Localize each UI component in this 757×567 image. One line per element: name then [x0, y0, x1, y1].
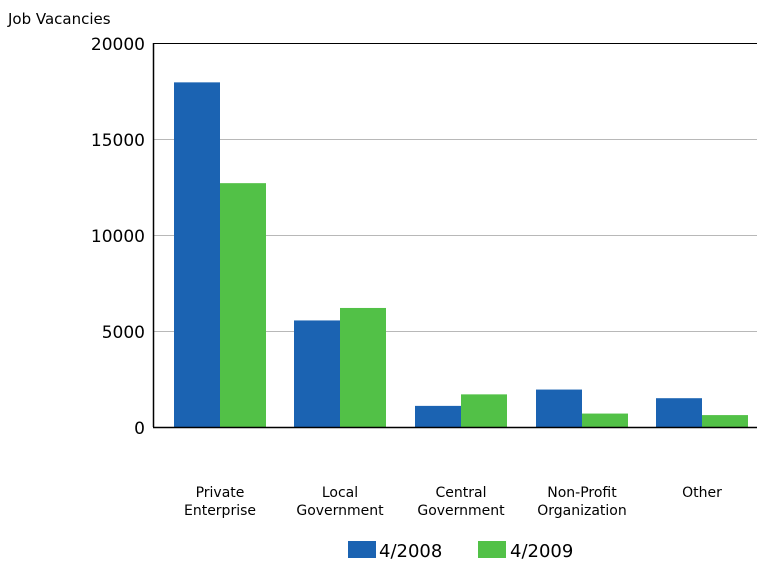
bar [294, 320, 340, 427]
y-tick-label: 10000 [91, 227, 145, 247]
bar [461, 394, 507, 427]
bar [174, 82, 220, 428]
bar [702, 415, 748, 427]
bar [220, 183, 266, 427]
bar [656, 398, 702, 427]
x-tick-label: Private [196, 485, 245, 501]
bar [582, 413, 628, 427]
legend-label: 4/2008 [379, 541, 442, 562]
legend-label: 4/2009 [510, 541, 573, 562]
y-axis-label: Job Vacancies [7, 10, 111, 28]
legend-swatch [478, 541, 506, 558]
x-tick-label: Enterprise [184, 503, 256, 519]
legend-swatch [348, 541, 376, 558]
bar [340, 307, 386, 427]
legend: 4/2008 4/2009 [348, 541, 573, 562]
y-tick-label: 5000 [102, 323, 145, 343]
x-tick-label: Government [296, 503, 384, 519]
x-tick-label: Local [322, 485, 358, 501]
y-tick-label: 20000 [91, 35, 145, 55]
y-tick-label: 15000 [91, 131, 145, 151]
axes [152, 43, 757, 429]
x-axis-tick-labels: Private Enterprise Local Government Central G… [184, 485, 722, 519]
bars [174, 82, 748, 428]
y-axis-ticks: 0 5000 10000 15000 20000 [91, 35, 145, 439]
bar [415, 405, 461, 427]
x-tick-label: Central [436, 485, 487, 501]
y-tick-label: 0 [134, 419, 145, 439]
x-tick-label: Non-Profit [547, 485, 617, 501]
x-tick-label: Organization [537, 503, 627, 519]
bar [536, 389, 582, 427]
x-tick-label: Government [417, 503, 505, 519]
x-tick-label: Other [682, 485, 722, 501]
